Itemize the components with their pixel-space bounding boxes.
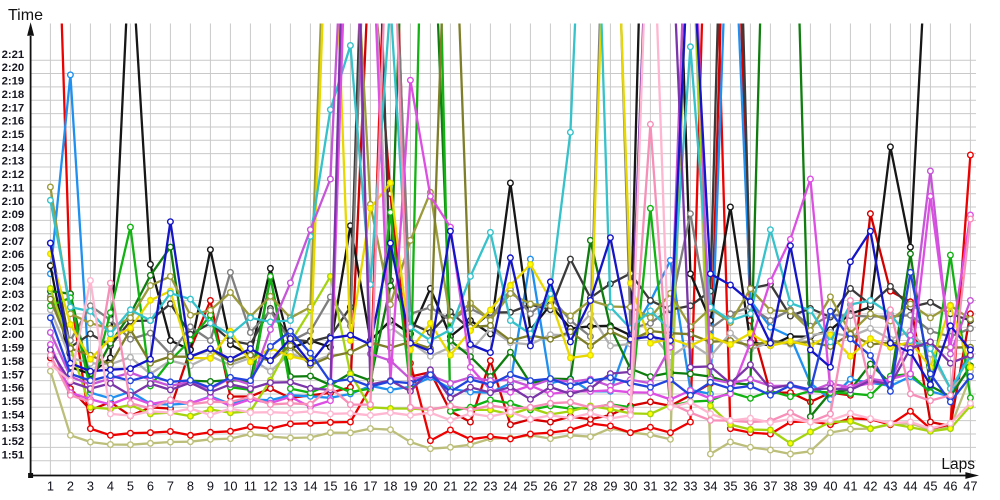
svg-text:24: 24 xyxy=(503,479,517,494)
svg-text:42: 42 xyxy=(863,479,877,494)
svg-text:32: 32 xyxy=(663,479,677,494)
svg-text:20: 20 xyxy=(423,479,437,494)
svg-text:2:07: 2:07 xyxy=(2,236,25,248)
svg-text:2:04: 2:04 xyxy=(2,276,25,288)
svg-text:9: 9 xyxy=(207,479,214,494)
svg-text:25: 25 xyxy=(523,479,537,494)
svg-text:12: 12 xyxy=(263,479,277,494)
svg-text:2:20: 2:20 xyxy=(2,62,25,74)
svg-text:2:09: 2:09 xyxy=(2,209,25,221)
svg-text:13: 13 xyxy=(283,479,297,494)
svg-text:7: 7 xyxy=(167,479,174,494)
svg-text:46: 46 xyxy=(943,479,957,494)
svg-text:37: 37 xyxy=(763,479,777,494)
svg-text:21: 21 xyxy=(443,479,457,494)
svg-text:2:12: 2:12 xyxy=(2,169,25,181)
svg-text:22: 22 xyxy=(463,479,477,494)
svg-text:1:57: 1:57 xyxy=(2,369,25,381)
svg-text:14: 14 xyxy=(303,479,317,494)
svg-text:30: 30 xyxy=(623,479,637,494)
svg-text:2:10: 2:10 xyxy=(2,196,25,208)
svg-text:1: 1 xyxy=(47,479,54,494)
svg-text:2:18: 2:18 xyxy=(2,89,25,101)
svg-text:2:14: 2:14 xyxy=(2,142,25,154)
svg-text:8: 8 xyxy=(187,479,194,494)
svg-text:17: 17 xyxy=(363,479,377,494)
svg-text:41: 41 xyxy=(843,479,857,494)
svg-text:2:19: 2:19 xyxy=(2,76,25,88)
svg-text:2:16: 2:16 xyxy=(2,116,25,128)
svg-text:2:17: 2:17 xyxy=(2,102,25,114)
svg-text:5: 5 xyxy=(127,479,134,494)
svg-text:39: 39 xyxy=(803,479,817,494)
svg-text:2:06: 2:06 xyxy=(2,249,25,261)
svg-text:43: 43 xyxy=(883,479,897,494)
svg-text:31: 31 xyxy=(643,479,657,494)
svg-text:15: 15 xyxy=(323,479,337,494)
svg-text:19: 19 xyxy=(403,479,417,494)
svg-text:40: 40 xyxy=(823,479,837,494)
svg-text:1:54: 1:54 xyxy=(2,409,25,421)
svg-text:45: 45 xyxy=(923,479,937,494)
svg-text:1:53: 1:53 xyxy=(2,423,25,435)
svg-text:29: 29 xyxy=(603,479,617,494)
svg-text:2: 2 xyxy=(67,479,74,494)
svg-text:2:01: 2:01 xyxy=(2,316,25,328)
svg-text:1:55: 1:55 xyxy=(2,396,25,408)
svg-text:Time: Time xyxy=(8,7,43,24)
svg-text:2:13: 2:13 xyxy=(2,156,25,168)
svg-text:27: 27 xyxy=(563,479,577,494)
svg-text:1:52: 1:52 xyxy=(2,436,25,448)
svg-text:34: 34 xyxy=(703,479,717,494)
svg-text:2:08: 2:08 xyxy=(2,222,25,234)
svg-text:2:15: 2:15 xyxy=(2,129,25,141)
svg-text:26: 26 xyxy=(543,479,557,494)
svg-text:3: 3 xyxy=(87,479,94,494)
svg-text:35: 35 xyxy=(723,479,737,494)
svg-text:2:00: 2:00 xyxy=(2,329,25,341)
svg-text:2:11: 2:11 xyxy=(2,182,24,194)
svg-text:Laps: Laps xyxy=(941,456,975,473)
svg-text:2:02: 2:02 xyxy=(2,303,25,315)
svg-text:44: 44 xyxy=(903,479,917,494)
svg-text:33: 33 xyxy=(683,479,697,494)
svg-text:1:51: 1:51 xyxy=(2,449,25,461)
svg-text:4: 4 xyxy=(107,479,114,494)
svg-text:2:05: 2:05 xyxy=(2,263,25,275)
svg-text:16: 16 xyxy=(343,479,357,494)
svg-text:1:59: 1:59 xyxy=(2,343,25,355)
svg-text:23: 23 xyxy=(483,479,497,494)
svg-text:2:03: 2:03 xyxy=(2,289,25,301)
svg-text:36: 36 xyxy=(743,479,757,494)
svg-text:2:21: 2:21 xyxy=(2,49,25,61)
svg-text:28: 28 xyxy=(583,479,597,494)
svg-text:18: 18 xyxy=(383,479,397,494)
svg-text:38: 38 xyxy=(783,479,797,494)
svg-text:1:56: 1:56 xyxy=(2,383,25,395)
svg-text:1:58: 1:58 xyxy=(2,356,25,368)
svg-text:10: 10 xyxy=(223,479,237,494)
svg-text:11: 11 xyxy=(244,479,257,494)
svg-text:47: 47 xyxy=(963,479,977,494)
svg-text:6: 6 xyxy=(147,479,154,494)
